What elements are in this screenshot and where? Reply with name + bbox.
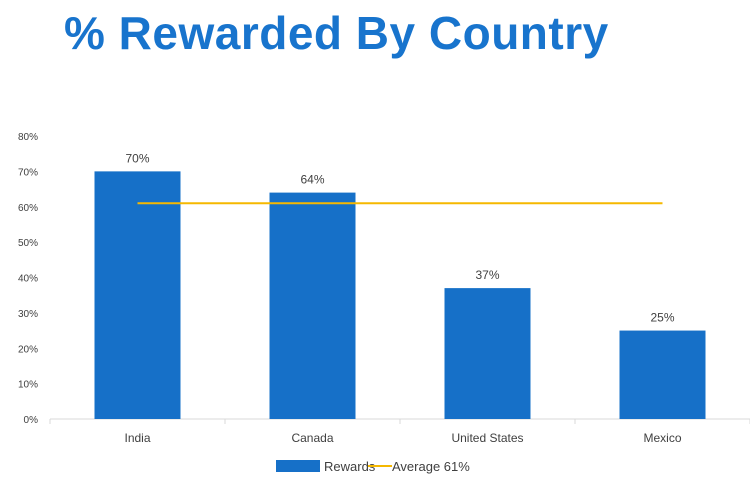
y-tick-label: 40% <box>18 274 38 285</box>
y-tick-label: 30% <box>18 309 38 320</box>
category-label: Mexico <box>643 431 681 445</box>
legend-rewards-swatch <box>276 460 320 472</box>
legend-rewards-label: Rewards <box>324 459 376 474</box>
bar-india <box>94 171 181 419</box>
y-tick-label: 20% <box>18 344 38 355</box>
category-label: United States <box>451 431 523 445</box>
chart-title: % Rewarded By Country <box>64 7 609 59</box>
category-label: Canada <box>291 431 333 445</box>
bar-canada <box>269 192 356 419</box>
y-tick-label: 10% <box>18 380 38 391</box>
data-label: 37% <box>475 268 499 282</box>
bar-united-states <box>444 288 531 419</box>
y-tick-label: 70% <box>18 167 38 178</box>
legend-average-label: Average 61% <box>392 459 470 474</box>
bar-mexico <box>619 330 706 419</box>
y-tick-label: 60% <box>18 203 38 214</box>
y-tick-label: 50% <box>18 238 38 249</box>
data-label: 64% <box>300 173 324 187</box>
y-tick-label: 80% <box>18 132 38 143</box>
data-label: 70% <box>125 151 149 165</box>
category-label: India <box>124 431 150 445</box>
y-tick-label: 0% <box>24 415 39 426</box>
data-label: 25% <box>650 311 674 325</box>
